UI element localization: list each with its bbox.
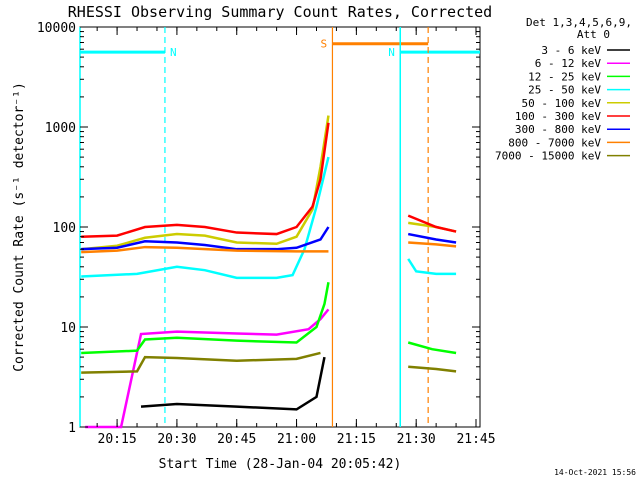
x-tick-label: 20:15 — [98, 432, 137, 447]
y-tick-label: 10 — [60, 321, 76, 336]
chart-title: RHESSI Observing Summary Count Rates, Co… — [68, 3, 492, 21]
mode-label: S — [320, 38, 327, 51]
legend-header-2: Att 0 — [577, 28, 610, 41]
x-tick-label: 21:30 — [397, 432, 436, 447]
series-line — [81, 156, 330, 280]
axes: 20:15 20:30 20:45 21:00 21:15 21:30 21:45 1 10 10… — [37, 21, 496, 447]
series-line — [140, 356, 326, 411]
legend-entry-label: 12 - 25 keV — [528, 70, 601, 83]
y-tick-label: 1 — [68, 421, 76, 436]
legend-entry-label: 25 - 50 keV — [528, 84, 601, 97]
x-tick-label: 21:45 — [456, 432, 495, 447]
legend-entry-label: 7000 - 15000 keV — [495, 150, 601, 163]
y-tick-label: 1000 — [45, 121, 76, 136]
y-tick-label: 100 — [53, 221, 76, 236]
series-line — [407, 232, 457, 244]
mode-label: N — [170, 46, 177, 59]
series-line — [407, 214, 457, 233]
series-line — [85, 308, 330, 429]
x-tick-label: 20:45 — [217, 432, 256, 447]
legend-entry-label: 300 - 800 keV — [515, 123, 601, 136]
legend-entry-label: 100 - 300 keV — [515, 110, 601, 123]
footer-date: 14-Oct-2021 15:56 — [554, 468, 636, 477]
series-line — [81, 245, 329, 254]
y-tick-label: 10000 — [37, 21, 76, 36]
x-axis-label: Start Time (28-Jan-04 20:05:42) — [159, 457, 402, 472]
legend-entry-label: 3 - 6 keV — [541, 44, 601, 57]
legend-entry-label: 6 - 12 keV — [535, 57, 602, 70]
x-tick-label: 21:15 — [337, 432, 376, 447]
series-line — [81, 282, 330, 355]
x-tick-label: 21:00 — [277, 432, 316, 447]
annotations: N NS — [79, 27, 480, 427]
series-line — [81, 226, 330, 251]
series-line — [408, 365, 457, 373]
series-line — [81, 122, 330, 238]
series-group — [81, 115, 457, 429]
legend-entry-label: 800 - 7000 keV — [508, 136, 601, 149]
series-line — [81, 351, 321, 374]
series-line — [408, 241, 457, 248]
legend-entry-label: 50 - 100 keV — [522, 97, 602, 110]
mode-label: N — [388, 46, 395, 59]
y-axis-label: Corrected Count Rate (s⁻¹ detector⁻¹) — [12, 82, 27, 372]
x-tick-label: 20:30 — [157, 432, 196, 447]
series-line — [407, 258, 457, 276]
legend-header-1: Det 1,3,4,5,6,9, — [526, 16, 632, 29]
series-line — [407, 341, 457, 355]
